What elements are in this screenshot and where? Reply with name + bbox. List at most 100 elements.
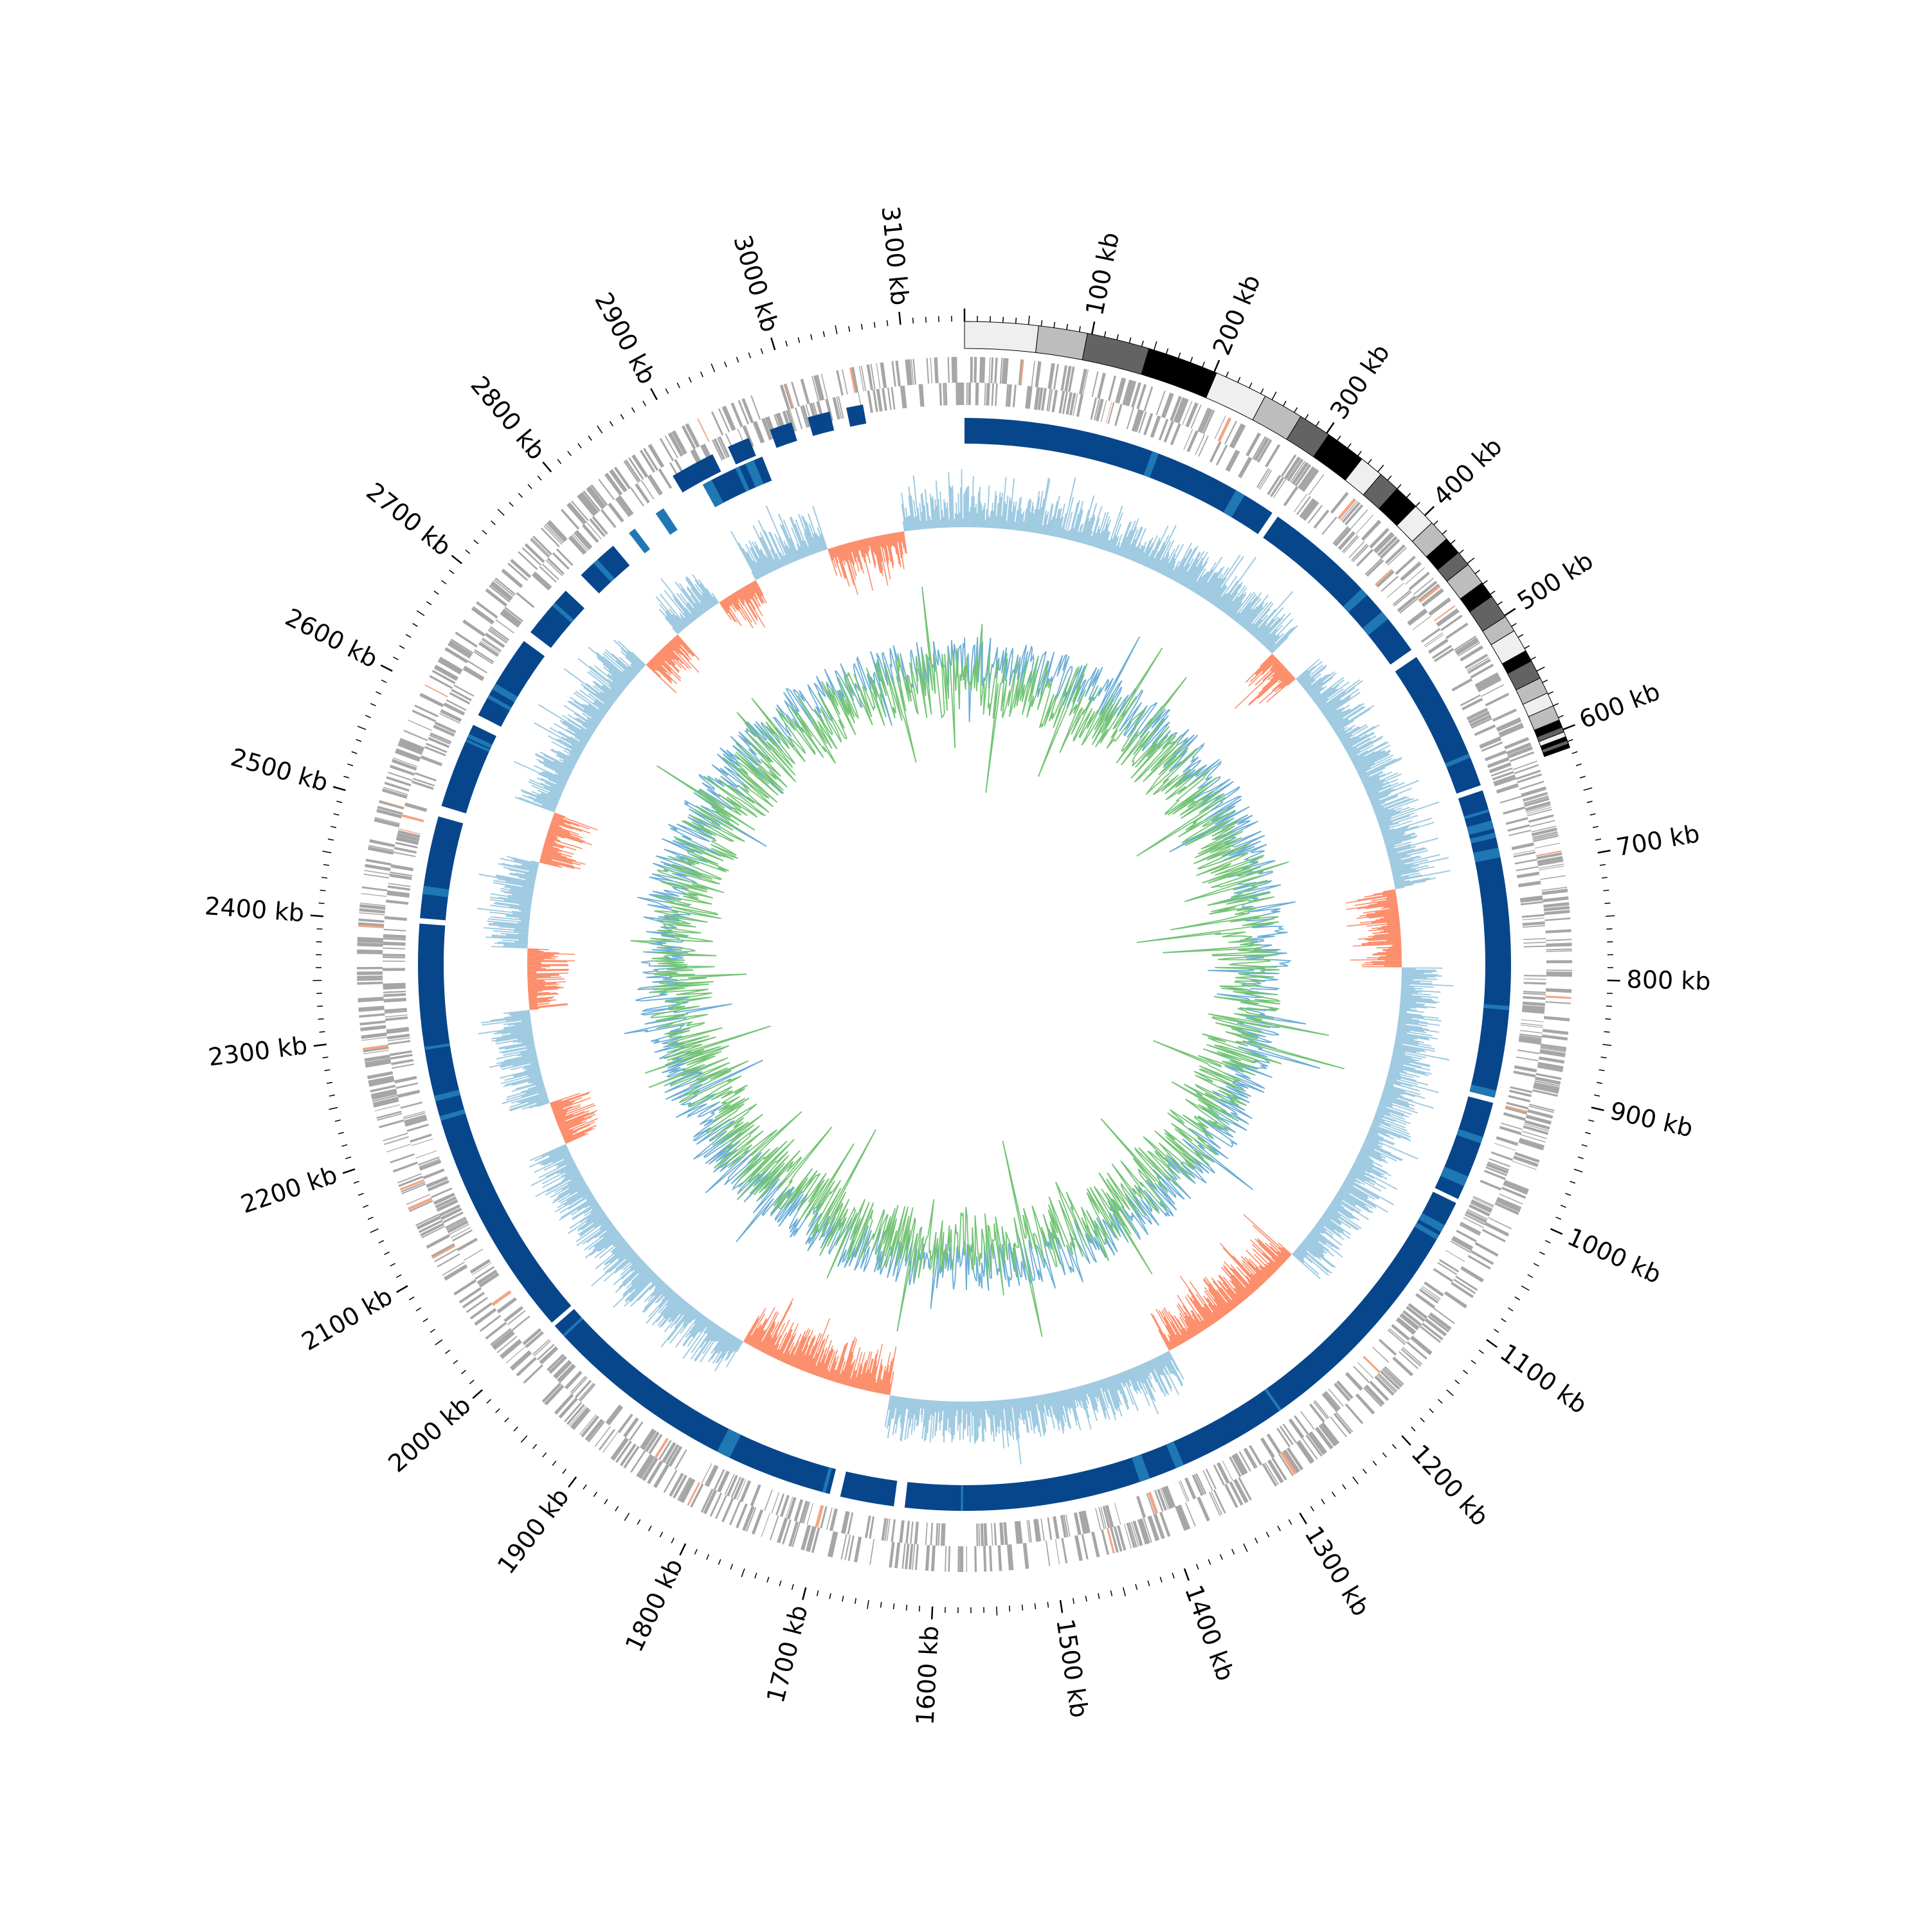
scale-tick [1368, 459, 1372, 464]
feature-mark [1040, 1519, 1045, 1541]
feature-mark [984, 383, 986, 406]
scale-tick [538, 476, 541, 480]
feature-mark [649, 474, 663, 495]
feature-mark [501, 1341, 522, 1359]
scale-tick [677, 383, 680, 388]
feature-mark [1046, 1540, 1050, 1566]
feature-mark [384, 929, 406, 932]
skew-negative [1384, 960, 1402, 961]
scale-tick [352, 752, 358, 754]
scale-tick [1289, 1520, 1292, 1525]
scale-tick [761, 348, 763, 354]
feature-mark [1076, 394, 1083, 417]
scale-tick [1585, 1132, 1591, 1133]
scale-label: 3000 kb [728, 232, 784, 336]
skew-negative [1362, 966, 1402, 968]
feature-mark [1503, 806, 1525, 815]
scale-tick [1003, 317, 1004, 323]
scale-tick [926, 317, 927, 323]
feature-mark [1506, 817, 1528, 825]
scale-tick [1475, 570, 1480, 573]
feature-mark [934, 357, 939, 383]
scale-tick [1594, 1095, 1600, 1096]
scale-tick [338, 1132, 344, 1133]
scale-tick [1220, 1555, 1223, 1560]
scale-tick [335, 1120, 341, 1121]
scale-tick [1172, 1573, 1174, 1578]
feature-mark [992, 383, 994, 406]
feature-mark [394, 1076, 417, 1083]
feature-mark [1053, 1516, 1060, 1539]
feature-mark [974, 1546, 977, 1572]
scale-tick [1605, 903, 1611, 904]
scale-tick [1278, 1526, 1280, 1531]
feature-mark [1523, 996, 1545, 1000]
scale-tick [1416, 502, 1420, 506]
feature-mark [869, 1539, 874, 1565]
scale-tick [1343, 1485, 1346, 1489]
scale-tick [1512, 624, 1517, 627]
scale-tick [1406, 493, 1410, 498]
scale-tick [1348, 444, 1351, 448]
scale-tick [1528, 1275, 1533, 1277]
block-segment [420, 817, 463, 921]
scale-tick [1105, 331, 1106, 337]
feature-mark [931, 1546, 936, 1571]
scale-label: 1800 kb [620, 1554, 689, 1656]
scale-tick [1574, 1169, 1582, 1171]
scale-tick [333, 787, 345, 790]
scale-tick [1092, 321, 1094, 334]
scale-tick [680, 1544, 685, 1555]
scale-tick [730, 1564, 732, 1569]
scale-tick [899, 312, 900, 325]
scale-tick [363, 1205, 368, 1207]
scale-tick [1551, 1229, 1562, 1234]
feature-mark [390, 1153, 415, 1164]
scale-tick [1190, 357, 1192, 362]
feature-mark [1523, 921, 1545, 926]
feature-mark [1343, 536, 1359, 554]
feature-mark [1400, 561, 1420, 580]
feature-mark [379, 800, 404, 808]
feature-mark [366, 859, 392, 866]
feature-mark [1091, 397, 1098, 420]
feature-mark [1352, 545, 1369, 563]
feature-mark [1451, 678, 1472, 692]
scale-tick [919, 1606, 920, 1612]
scale-tick [718, 1559, 720, 1564]
feature-mark [547, 557, 565, 575]
scale-tick [1598, 851, 1611, 853]
feature-mark [1523, 942, 1546, 944]
feature-mark [930, 357, 933, 383]
scale-tick [533, 1444, 537, 1449]
scale-label: 1700 kb [761, 1602, 813, 1706]
feature-mark [1055, 1539, 1060, 1565]
feature-mark [617, 496, 632, 516]
feature-mark [1543, 1029, 1568, 1034]
scale-tick [1160, 1577, 1162, 1583]
feature-mark [397, 1090, 420, 1098]
scale-tick [356, 739, 361, 741]
feature-mark [1048, 363, 1055, 389]
feature-mark [925, 1522, 928, 1545]
scale-tick [317, 1006, 323, 1007]
feature-mark [954, 357, 957, 383]
feature-mark [974, 357, 977, 383]
scale-tick [1382, 1453, 1386, 1458]
block-track [418, 404, 1511, 1511]
feature-mark [384, 998, 406, 1002]
scale-tick [651, 388, 657, 400]
scale-tick [518, 493, 522, 498]
feature-mark [412, 710, 437, 723]
scale-label: 900 kb [1608, 1096, 1696, 1142]
scale-tick [1129, 338, 1130, 343]
feature-mark [1429, 599, 1451, 616]
feature-mark [984, 1523, 988, 1546]
feature-mark [979, 1524, 981, 1546]
scale-tick [1244, 1544, 1247, 1552]
feature-mark [1356, 549, 1373, 566]
scale-label: 2300 kb [206, 1031, 309, 1072]
feature-mark [1355, 1395, 1373, 1414]
skew-negative [1158, 1330, 1170, 1351]
scale-tick [1148, 1580, 1150, 1586]
